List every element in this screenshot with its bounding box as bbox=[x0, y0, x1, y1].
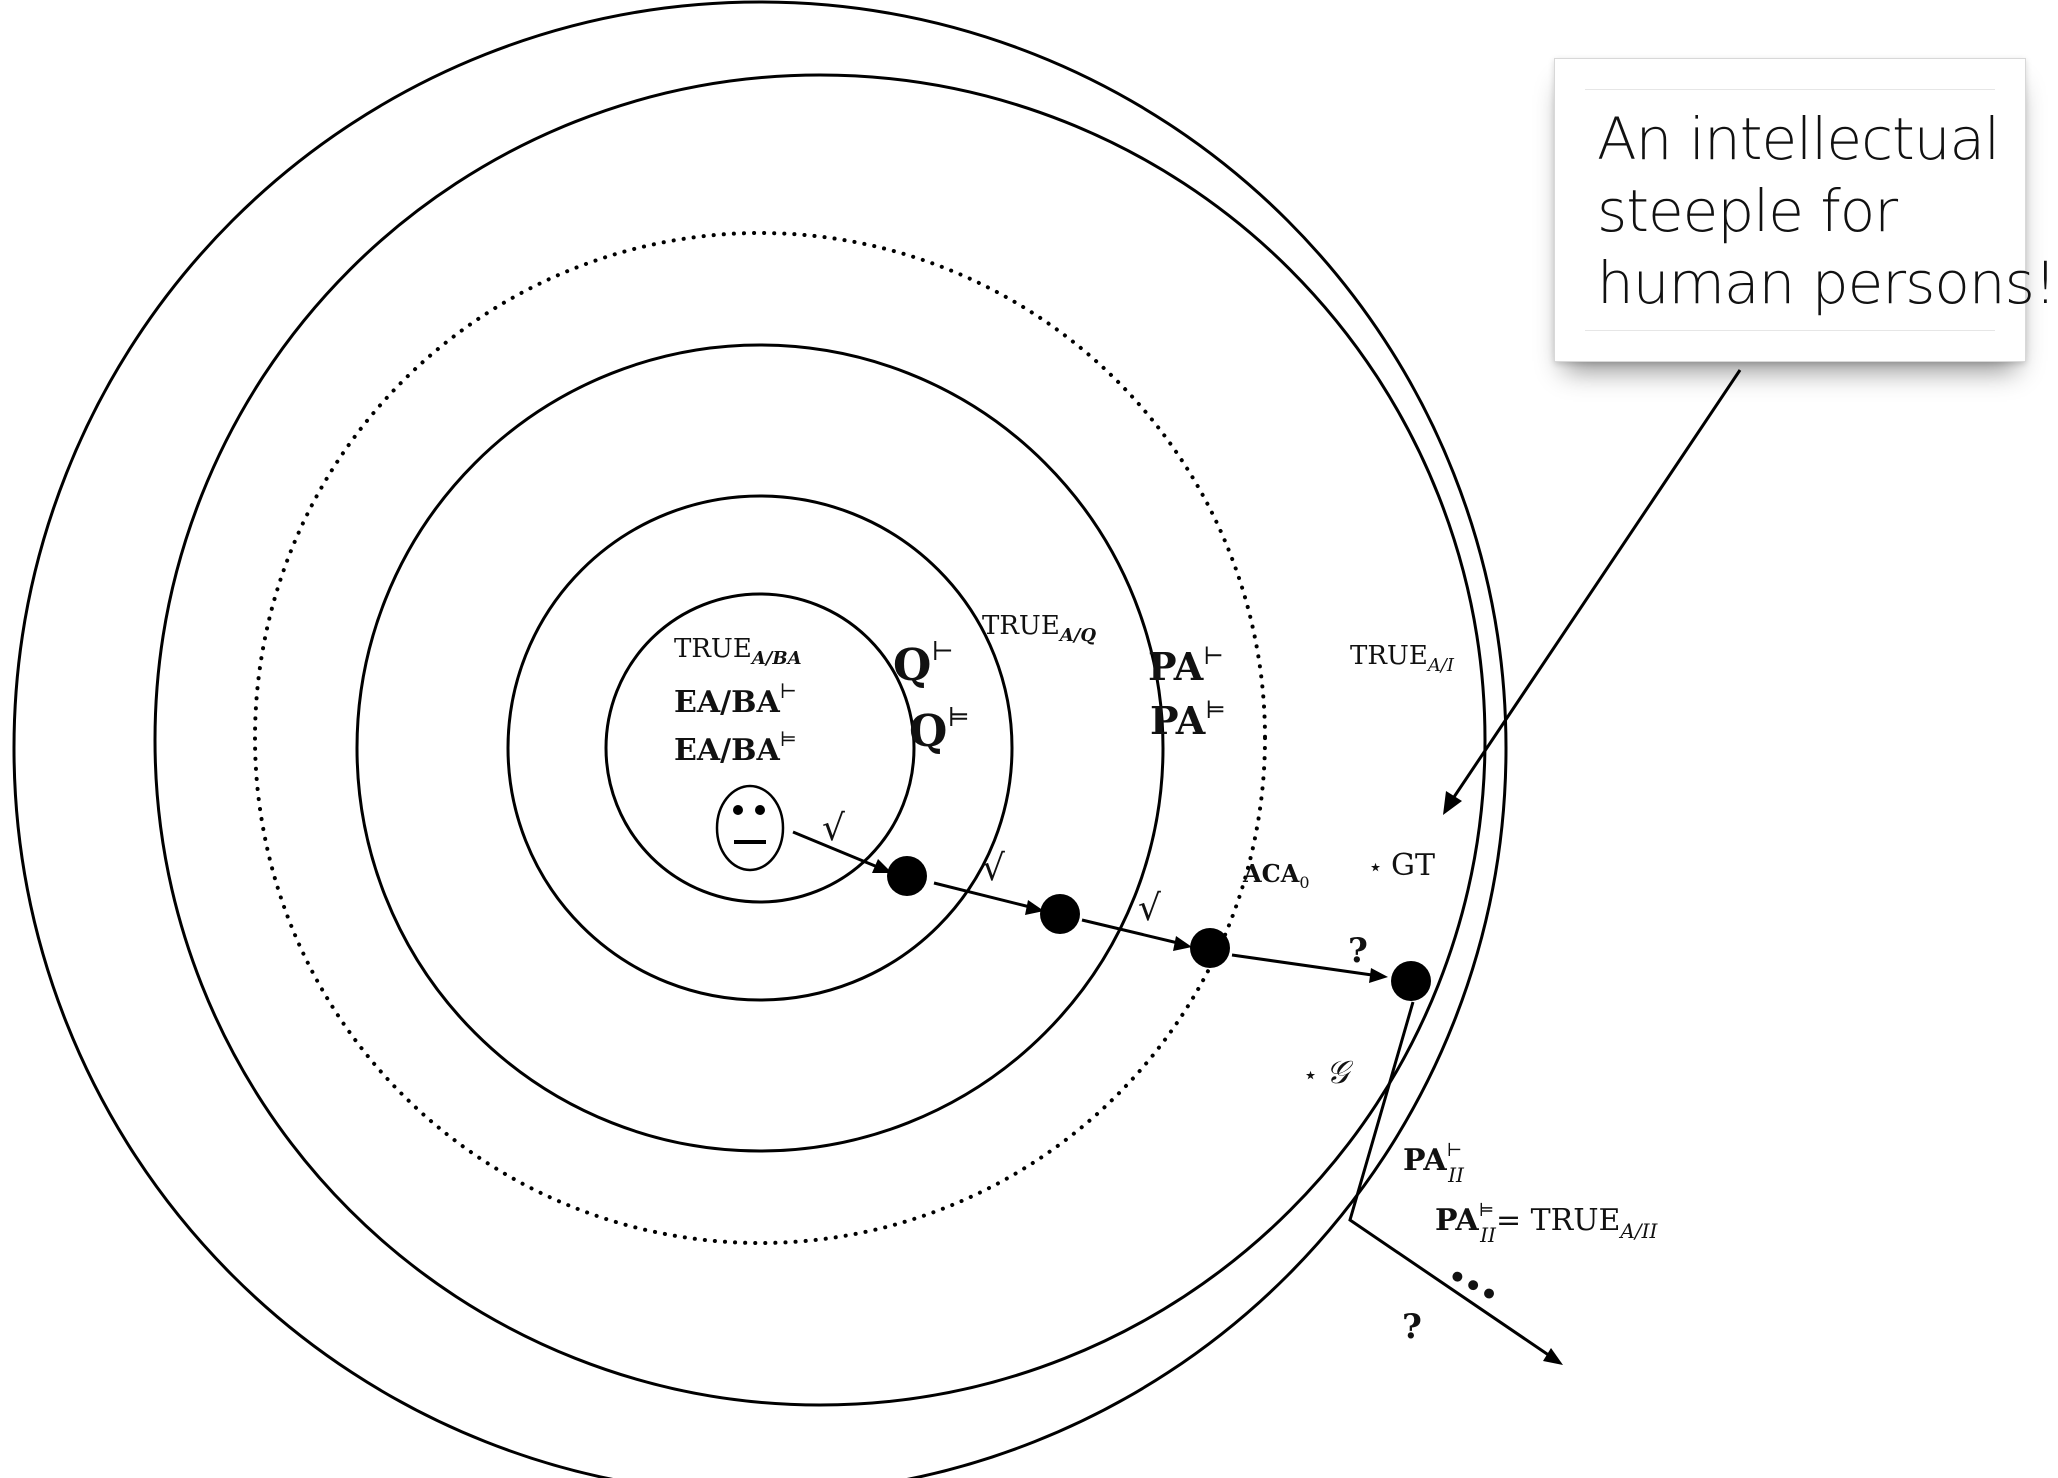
face-icon bbox=[715, 784, 785, 872]
inner-ring bbox=[604, 592, 916, 904]
label-true-a-q: TRUEA/Q bbox=[982, 611, 1096, 646]
ring-2 bbox=[506, 494, 1014, 1002]
question-mark-1: ? bbox=[1348, 931, 1368, 971]
callout-text: An intellectual steeple for human person… bbox=[1597, 103, 2057, 319]
check-mark-1: √ bbox=[822, 808, 845, 849]
label-q-models: Q⊨ bbox=[909, 703, 970, 757]
arrow-node4-down bbox=[1348, 1001, 1563, 1365]
callout-line-1: An intellectual bbox=[1597, 105, 2000, 173]
label-pa-models: PA⊨ bbox=[1150, 696, 1226, 743]
check-mark-3: √ bbox=[1138, 888, 1161, 929]
callout-pointer-arrow bbox=[1443, 369, 1742, 815]
callout-bottom-rule bbox=[1585, 330, 1995, 331]
label-pa-turnstile: PA⊢ bbox=[1148, 642, 1224, 689]
label-q-turnstile: Q⊢ bbox=[893, 637, 954, 691]
dotted-ring bbox=[253, 231, 1267, 1245]
node-4 bbox=[1391, 961, 1431, 1001]
label-pa-ii-turnstile: PA⊢ II bbox=[1403, 1140, 1465, 1187]
label-pa-ii-models: PA⊨ II= TRUEA/II bbox=[1435, 1200, 1658, 1247]
arrow-node1-to-node2 bbox=[933, 881, 1044, 915]
callout-top-rule bbox=[1585, 89, 1995, 90]
arrow-node3-to-node4 bbox=[1231, 953, 1388, 983]
label-ea-ba-turnstile: EA/BA⊢ bbox=[674, 679, 797, 720]
callout-line-2: steeple for bbox=[1597, 177, 1898, 245]
label-ea-ba-models: EA/BA⊨ bbox=[674, 727, 797, 768]
question-mark-2: ? bbox=[1402, 1307, 1422, 1347]
callout-line-3: human persons! bbox=[1597, 249, 2057, 317]
ring-4 bbox=[153, 73, 1487, 1407]
label-gt: ⋆ GT bbox=[1368, 848, 1435, 883]
label-true-a-i: TRUEA/I bbox=[1350, 641, 1455, 676]
callout-box: An intellectual steeple for human person… bbox=[1554, 58, 2057, 362]
label-aca0: ACA0 bbox=[1242, 859, 1310, 892]
label-g: ⋆ 𝒢 bbox=[1303, 1053, 1354, 1091]
arrow-face-to-node1 bbox=[792, 830, 892, 873]
node-3 bbox=[1190, 928, 1230, 968]
label-true-a-ba: TRUEA/BA bbox=[674, 634, 802, 669]
check-mark-2: √ bbox=[982, 848, 1005, 889]
arrow-node2-to-node3 bbox=[1081, 918, 1192, 951]
ring-3 bbox=[355, 343, 1165, 1153]
node-2 bbox=[1040, 894, 1080, 934]
outer-ring bbox=[12, 0, 1508, 1478]
node-1 bbox=[887, 856, 927, 896]
